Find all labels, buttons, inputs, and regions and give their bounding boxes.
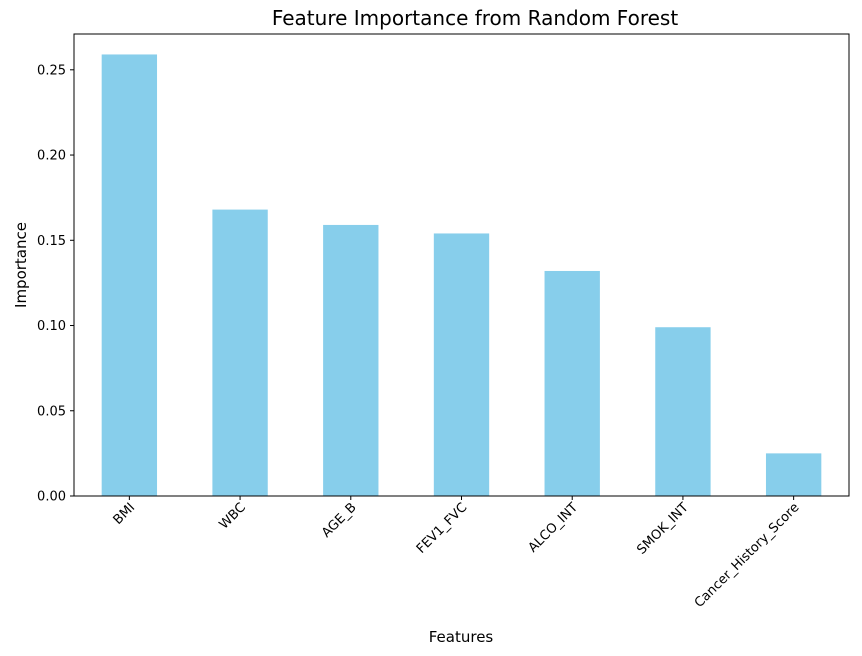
bar-wbc	[212, 209, 268, 496]
x-axis-label: Features	[429, 628, 494, 646]
y-tick-label: 0.05	[37, 404, 66, 419]
x-tick-label: Cancer_History_Score	[692, 500, 803, 611]
bar-fev1-fvc	[433, 233, 490, 497]
bar-alco-int	[544, 270, 600, 496]
bar-age-b	[323, 224, 379, 497]
x-tick-label: BMI	[111, 500, 139, 528]
chart-title: Feature Importance from Random Forest	[272, 6, 678, 30]
y-tick-label: 0.10	[37, 319, 66, 334]
x-tick-label: SMOK_INT	[634, 500, 691, 557]
y-tick-label: 0.20	[37, 149, 66, 164]
plot-frame	[73, 33, 850, 497]
x-tick-label: WBC	[217, 500, 249, 532]
bar-bmi	[101, 54, 158, 496]
bar-smok-int	[655, 327, 711, 496]
bar-cancer-history-score	[765, 453, 822, 496]
y-tick-label: 0.00	[37, 490, 66, 505]
y-axis-label: Importance	[12, 222, 30, 308]
y-tick-label: 0.15	[37, 234, 66, 249]
bars-group	[101, 54, 822, 497]
x-axis: BMI WBC AGE_B FEV1_FVC ALCO_INT SMOK_INT Cance…	[111, 496, 803, 611]
x-tick-label: FEV1_FVC	[414, 500, 470, 556]
x-tick-label: AGE_B	[319, 500, 360, 541]
y-tick-label: 0.25	[37, 63, 66, 78]
y-axis: 0.00 0.05 0.10 0.15 0.20 0.25	[37, 63, 74, 505]
x-tick-label: ALCO_INT	[526, 500, 582, 556]
